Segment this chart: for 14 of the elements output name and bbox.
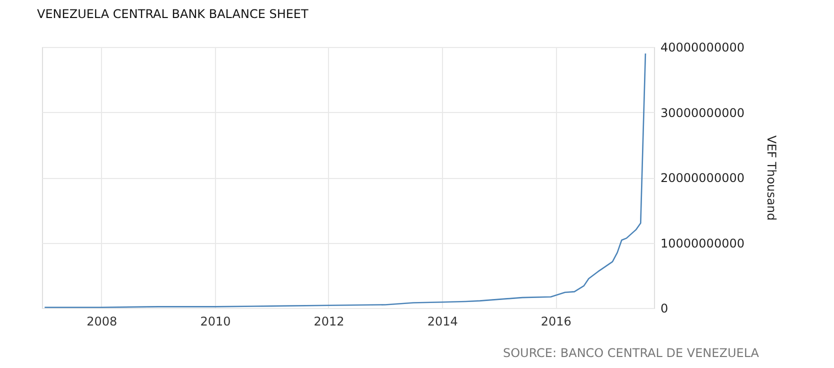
source-note: SOURCE: BANCO CENTRAL DE VENEZUELA: [502, 346, 760, 360]
line-series: [44, 52, 646, 308]
x-tick-label: 2008: [86, 314, 118, 328]
chart-title: VENEZUELA CENTRAL BANK BALANCE SHEET: [37, 7, 310, 21]
y-tick-label: 40000000000: [660, 40, 744, 54]
x-tick-label: 2016: [540, 314, 572, 328]
y-tick-label: 30000000000: [660, 106, 744, 120]
y-axis-title: VEF Thousand: [764, 135, 778, 221]
x-tick-label: 2012: [314, 314, 344, 328]
y-tick-label: 20000000000: [660, 171, 744, 185]
y-tick-label: 0: [660, 302, 668, 316]
y-tick-label: 10000000000: [660, 236, 744, 250]
x-tick-label: 2010: [200, 314, 231, 328]
x-tick-label: 2014: [427, 314, 458, 328]
